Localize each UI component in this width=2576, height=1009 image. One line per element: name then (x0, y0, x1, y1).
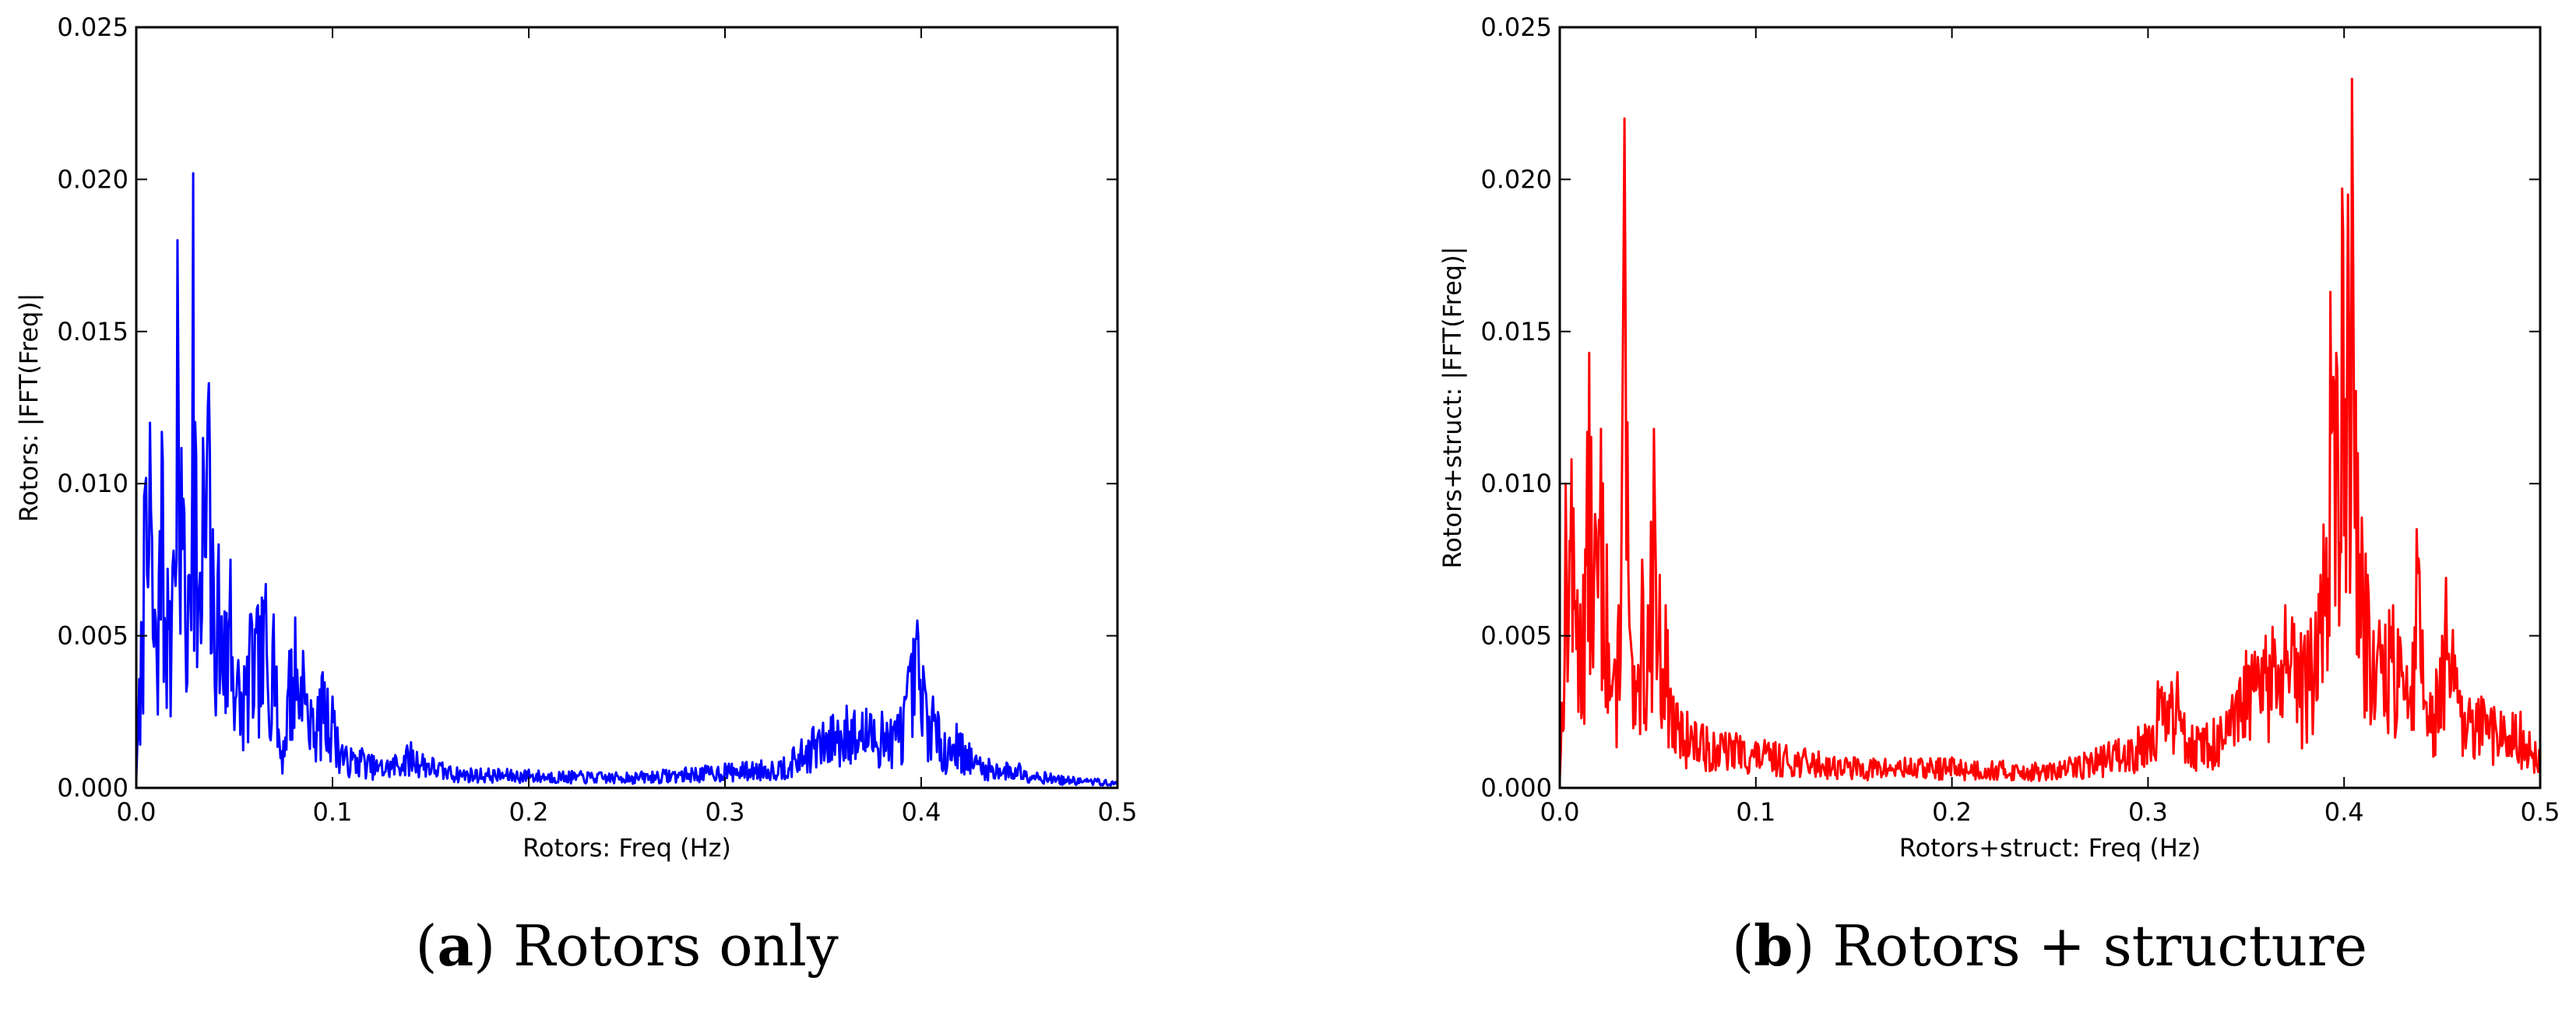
series-line (1558, 77, 2542, 782)
x-tick-label: 0.0 (1540, 797, 1580, 827)
x-tick-label: 0.5 (1098, 797, 1138, 827)
caption-text: Rotors + structure (1832, 913, 2367, 979)
x-tick-label: 0.5 (2521, 797, 2560, 827)
chart-panel-b: 0.0 0.1 0.2 0.3 0.4 0.5 0.000 0.005 0.010 0.015 0.… (1438, 12, 2560, 979)
y-axis-label: Rotors+struct: |FFT(Freq)| (1438, 247, 1467, 569)
x-axis-label: Rotors+struct: Freq (Hz) (1899, 833, 2201, 863)
x-tick-label: 0.4 (2324, 797, 2364, 827)
panel-caption: (b) Rotors + structure (1732, 912, 2367, 979)
y-tick-label: 0.000 (1480, 773, 1552, 803)
x-axis-label: Rotors: Freq (Hz) (523, 833, 731, 863)
y-tick-label: 0.010 (57, 469, 128, 498)
x-tick-label: 0.3 (2128, 797, 2168, 827)
chart-panel-a: 0.0 0.1 0.2 0.3 0.4 0.5 0.000 0.005 0.010 0.015 0.… (14, 12, 1137, 979)
y-tick-label: 0.000 (57, 773, 128, 803)
x-tick-label: 0.4 (902, 797, 941, 827)
x-tick-label: 0.2 (1932, 797, 1972, 827)
x-tick-label: 0.1 (313, 797, 353, 827)
y-tick-label: 0.015 (1480, 317, 1552, 346)
x-tick-label: 0.3 (706, 797, 745, 827)
y-tick-label: 0.025 (57, 12, 128, 42)
series-line (135, 172, 1119, 787)
x-tick-label: 0.1 (1736, 797, 1775, 827)
y-tick-label: 0.005 (57, 621, 128, 651)
plot-frame (135, 26, 1119, 789)
y-tick-label: 0.015 (57, 317, 128, 346)
y-tick-label: 0.010 (1480, 469, 1552, 498)
caption-text: Rotors only (513, 913, 839, 979)
y-tick-label: 0.025 (1480, 12, 1552, 42)
y-axis-label: Rotors: |FFT(Freq)| (14, 293, 44, 522)
y-tick-label: 0.020 (1480, 164, 1552, 194)
y-tick-label: 0.020 (57, 164, 128, 194)
caption-letter: b (1754, 912, 1793, 979)
panel-caption: (a) Rotors only (415, 912, 839, 979)
plot-frame (1558, 26, 2542, 789)
y-tick-label: 0.005 (1480, 621, 1552, 651)
x-tick-label: 0.2 (509, 797, 549, 827)
x-tick-label: 0.0 (117, 797, 157, 827)
caption-letter: a (437, 912, 473, 979)
